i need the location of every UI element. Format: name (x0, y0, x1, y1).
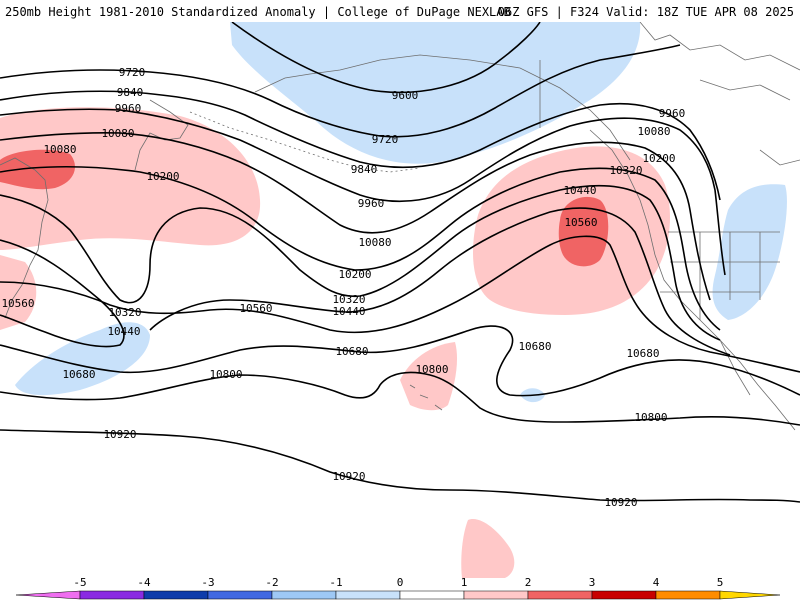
height-anomaly-map: 9600 9720 9720 9840 9840 9960 9960 9960 … (0, 22, 800, 578)
contour-10200 (0, 165, 721, 331)
model-run-info: 06Z GFS | F324 Valid: 18Z TUE APR 08 202… (497, 5, 794, 19)
colorbar-segment (79, 590, 145, 600)
contour-9960 (0, 108, 726, 276)
contour-label: 10080 (358, 236, 391, 249)
colorbar-segment (143, 590, 209, 600)
contour-10680 (0, 325, 800, 397)
negative-anomaly-alaska (230, 22, 641, 164)
map-header: 250mb Height 1981-2010 Standardized Anom… (0, 0, 800, 22)
hudson-region (759, 149, 800, 166)
colorbar-segment (399, 590, 465, 600)
canada-coastline (589, 129, 656, 256)
colorbar-segment (271, 590, 337, 600)
contour-label: 9960 (358, 197, 385, 210)
anomaly-colorbar: -5 -4 -3 -2 -1 0 1 2 3 4 5 (15, 576, 781, 600)
contour-label: 10200 (338, 268, 371, 281)
colorbar-segment (207, 590, 273, 600)
colorbar-segment (463, 590, 529, 600)
colorbar-tick-label: -2 (265, 576, 278, 589)
contour-label: 10560 (1, 297, 34, 310)
negative-anomaly-west-pacific (15, 322, 150, 396)
contour-label: 9720 (372, 133, 399, 146)
contour-label: 10920 (332, 470, 365, 483)
contour-10800 (0, 371, 800, 426)
colorbar-tick-label: 5 (717, 576, 724, 589)
negative-anomaly-rockies (712, 184, 787, 320)
height-contours (0, 22, 800, 503)
colorbar-segment (15, 590, 81, 600)
contour-label: 10560 (239, 302, 272, 315)
contour-labels: 9600 9720 9720 9840 9840 9960 9960 9960 … (1, 66, 685, 509)
positive-anomaly-west (0, 255, 37, 330)
contour-10320 (0, 184, 721, 341)
contour-label: 10440 (107, 325, 140, 338)
aleutian-islands (189, 111, 421, 173)
colorbar-segments (15, 590, 781, 600)
contour-9840 (0, 90, 721, 201)
colorbar-tick-label: 1 (461, 576, 468, 589)
contour-label: 10200 (642, 152, 675, 165)
contour-label: 10440 (563, 184, 596, 197)
colorbar-tick-label: -5 (73, 576, 86, 589)
contour-label: 9600 (392, 89, 419, 102)
colorbar-segment (719, 590, 781, 600)
kamchatka-coastline (134, 99, 189, 171)
contour-label: 10080 (43, 143, 76, 156)
positive-anomaly-south (461, 519, 515, 578)
alaska-coastline (254, 54, 631, 161)
contour-label: 9960 (659, 107, 686, 120)
strong-anomaly-siberia (0, 149, 75, 190)
asia-coastline (0, 157, 49, 319)
colorbar-tick-label: -3 (201, 576, 214, 589)
contour-label: 10080 (637, 125, 670, 138)
positive-anomaly-hawaii (400, 342, 458, 411)
contour-label: 10080 (101, 127, 134, 140)
colorbar-tick-label: -4 (137, 576, 151, 589)
contour-10560 (0, 235, 800, 373)
hawaii-islands (409, 384, 443, 411)
positive-anomaly-siberia (0, 107, 261, 250)
contour-10440 (0, 207, 731, 356)
colorbar-segment (335, 590, 401, 600)
colorbar-segment (591, 590, 657, 600)
colorbar-tick-label: 2 (525, 576, 532, 589)
contour-label: 10800 (209, 368, 242, 381)
contour-label: 9720 (119, 66, 146, 79)
contour-label: 10320 (332, 293, 365, 306)
contour-label: 10680 (518, 340, 551, 353)
colorbar-ticks: -5 -4 -3 -2 -1 0 1 2 3 4 5 (73, 576, 723, 589)
contour-10920 (0, 429, 800, 503)
contour-label: 10920 (604, 496, 637, 509)
contour-label: 10800 (415, 363, 448, 376)
colorbar-tick-label: 4 (653, 576, 660, 589)
contour-label: 10560 (564, 216, 597, 229)
contour-label: 9960 (115, 102, 142, 115)
colorbar-segment (527, 590, 593, 600)
anomaly-shading (0, 22, 787, 578)
contour-label: 10200 (146, 170, 179, 183)
canadian-archipelago (639, 22, 800, 101)
contour-label: 10680 (335, 345, 368, 358)
colorbar-tick-label: -1 (329, 576, 342, 589)
contour-label: 10320 (108, 306, 141, 319)
map-title: 250mb Height 1981-2010 Standardized Anom… (5, 5, 511, 19)
colorbar-tick-label: 3 (589, 576, 596, 589)
colorbar-tick-label: 0 (397, 576, 404, 589)
contour-label: 10680 (626, 347, 659, 360)
contour-label: 10800 (634, 411, 667, 424)
contour-9600 (231, 22, 541, 94)
contour-label: 10680 (62, 368, 95, 381)
contour-label: 10320 (609, 164, 642, 177)
coastlines (0, 22, 800, 431)
contour-label: 10440 (332, 305, 365, 318)
state-borders (660, 231, 780, 320)
contour-9720 (0, 44, 681, 138)
contour-label: 9840 (351, 163, 378, 176)
baja-california (719, 339, 751, 396)
contour-label: 10920 (103, 428, 136, 441)
contour-label: 9840 (117, 86, 144, 99)
strong-anomaly-gulf-alaska (558, 196, 609, 267)
contour-10080 (0, 132, 711, 301)
colorbar-segment (655, 590, 721, 600)
